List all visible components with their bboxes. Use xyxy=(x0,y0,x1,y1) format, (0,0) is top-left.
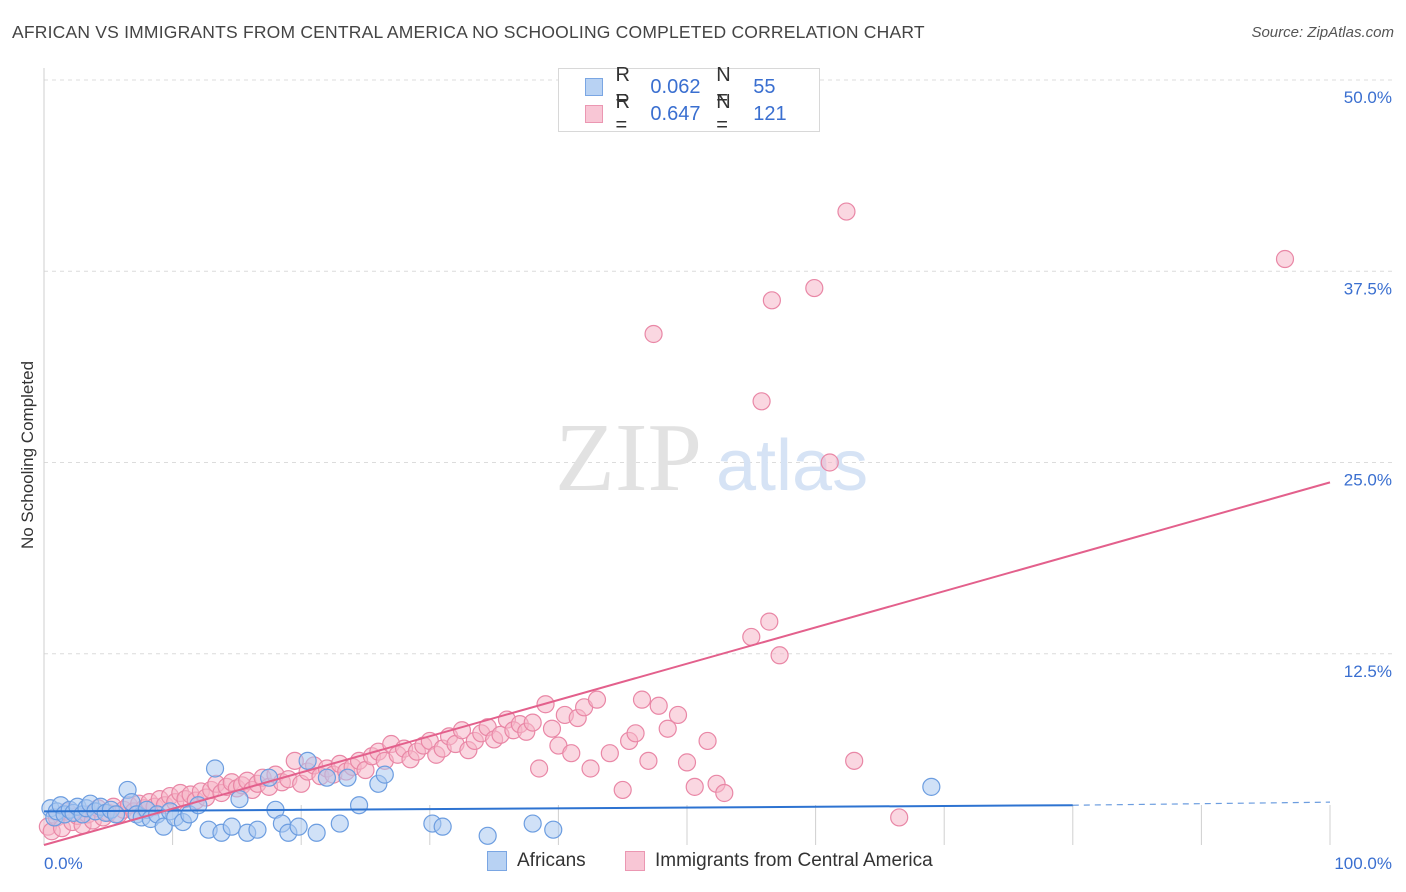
point-africans xyxy=(205,759,225,778)
point-immigrants xyxy=(523,713,542,732)
point-immigrants xyxy=(805,278,824,298)
point-africans xyxy=(523,814,542,833)
point-africans xyxy=(330,814,349,833)
point-immigrants xyxy=(677,753,697,772)
y-tick-label: 25.0% xyxy=(1344,471,1392,490)
point-immigrants xyxy=(644,324,663,344)
point-africans xyxy=(544,820,563,839)
chart-title: AFRICAN VS IMMIGRANTS FROM CENTRAL AMERI… xyxy=(12,22,925,42)
legend-item-immigrants[interactable]: Immigrants from Central America xyxy=(625,850,933,872)
point-immigrants xyxy=(668,705,688,725)
point-immigrants xyxy=(632,690,652,709)
point-africans xyxy=(230,789,249,809)
point-immigrants xyxy=(762,291,781,310)
trend-line-africans xyxy=(43,804,1073,813)
grid-lines xyxy=(44,79,1392,655)
legend-swatch-blue xyxy=(487,851,507,871)
point-africans xyxy=(248,820,267,839)
point-africans xyxy=(307,823,326,842)
point-africans xyxy=(922,777,941,796)
r-value: 0.647 xyxy=(650,102,701,125)
point-immigrants xyxy=(639,751,658,770)
point-immigrants xyxy=(626,724,645,743)
legend-label-africans: Africans xyxy=(517,850,586,871)
point-africans xyxy=(349,796,369,815)
legend-row-immigrants: R = 0.647 N = 121 xyxy=(585,91,819,136)
y-tick-label: 50.0% xyxy=(1344,88,1392,107)
legend-label-immigrants: Immigrants from Central America xyxy=(655,850,933,871)
point-immigrants xyxy=(760,612,779,631)
point-immigrants xyxy=(837,202,856,221)
y-tick-label: 37.5% xyxy=(1344,279,1392,298)
point-immigrants xyxy=(820,453,839,472)
point-immigrants xyxy=(715,783,734,803)
point-immigrants xyxy=(562,744,581,763)
r-label: R = xyxy=(615,91,630,136)
point-africans xyxy=(317,768,337,787)
point-immigrants xyxy=(649,696,668,715)
point-immigrants xyxy=(587,690,607,709)
trend-lines xyxy=(43,481,1331,846)
trend-line-africans-extension xyxy=(1072,801,1331,806)
n-label: N = xyxy=(716,64,731,109)
point-immigrants xyxy=(581,759,600,778)
r-label: R = xyxy=(615,64,630,109)
point-africans xyxy=(222,817,241,836)
point-africans xyxy=(375,765,394,784)
legend-swatch-blue xyxy=(585,78,604,96)
r-value: 0.062 xyxy=(650,75,701,98)
n-value: 55 xyxy=(753,75,776,98)
point-africans xyxy=(338,768,357,787)
point-africans xyxy=(298,751,317,770)
point-immigrants xyxy=(600,744,619,763)
watermark-zip: ZIP xyxy=(555,404,702,512)
point-immigrants xyxy=(1275,249,1295,269)
correlation-legend: R = 0.062 N = 55 R = 0.647 N = 121 xyxy=(558,64,820,136)
point-africans xyxy=(289,817,308,836)
legend-item-africans[interactable]: Africans xyxy=(487,850,586,872)
legend-row-africans: R = 0.062 N = 55 xyxy=(585,64,819,109)
point-africans xyxy=(106,805,126,824)
series-legend: Africans Immigrants from Central America xyxy=(0,850,1406,880)
legend-swatch-pink xyxy=(585,105,604,123)
point-immigrants xyxy=(770,646,789,665)
point-immigrants xyxy=(658,719,677,738)
legend-swatch-pink xyxy=(625,851,645,871)
n-value: 121 xyxy=(753,102,787,125)
x-tick-label: 100.0% xyxy=(1334,854,1392,873)
point-immigrants xyxy=(845,751,864,770)
point-immigrants xyxy=(752,392,771,411)
point-immigrants xyxy=(613,780,632,800)
point-immigrants xyxy=(890,808,909,827)
tick-labels: 12.5% 25.0% 37.5% 50.0% 0.0% 100.0% xyxy=(44,88,1392,873)
y-tick-label: 12.5% xyxy=(1344,662,1392,681)
n-label: N = xyxy=(716,91,731,136)
point-immigrants xyxy=(698,731,717,751)
point-immigrants xyxy=(530,759,549,778)
point-africans xyxy=(433,817,452,836)
point-immigrants xyxy=(542,719,562,738)
point-africans xyxy=(478,826,497,845)
x-tick-label: 0.0% xyxy=(44,854,83,873)
series-immigrants-points xyxy=(38,202,1295,841)
watermark-atlas: atlas xyxy=(716,426,868,506)
trend-line-immigrants xyxy=(43,481,1331,846)
source-label: Source: ZipAtlas.com xyxy=(1251,24,1394,41)
point-immigrants xyxy=(685,777,704,796)
